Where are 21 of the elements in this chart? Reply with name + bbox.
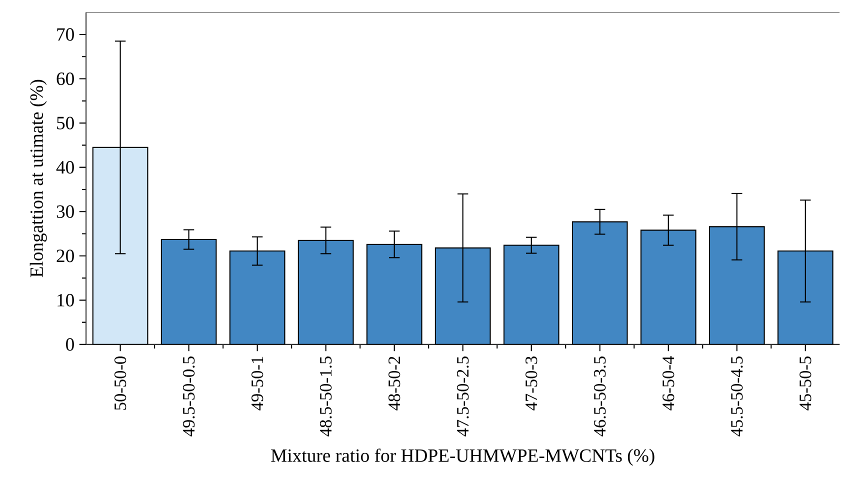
y-tick-label: 60 — [56, 72, 74, 86]
x-tick-label: 47-50-3 — [526, 356, 538, 411]
x-tick-label: 46-50-4 — [662, 356, 674, 411]
y-tick-label: 40 — [56, 161, 74, 174]
x-tick-label: 48-50-2 — [388, 357, 400, 411]
x-tick-label: 48.5-50-1.5 — [320, 356, 332, 437]
x-tick-label: 49.5-50-0.5 — [182, 356, 195, 437]
x-axis-title: Mixture ratio for HDPE-UHMWPE-MWCNTs (%) — [271, 448, 654, 466]
y-tick-label: 30 — [56, 206, 74, 218]
y-axis-title: Elongattion at utimate (%) — [30, 80, 47, 278]
y-tick-label: 20 — [56, 250, 74, 262]
y-tick-label: 70 — [57, 28, 74, 42]
x-tick-label: 46.5-50-3.5 — [594, 356, 606, 437]
x-tick-label: 50-50-0 — [114, 356, 126, 410]
x-tick-label: 45-50-5 — [800, 356, 812, 411]
x-tick-label: 47.5-50-2.5 — [456, 356, 469, 437]
x-tick-label: 45.5-50-4.5 — [731, 356, 743, 437]
y-tick-label: 50 — [57, 116, 74, 130]
y-tick-label: 10 — [58, 294, 74, 307]
y-tick-label: 0 — [66, 338, 74, 351]
x-tick-label: 49-50-1 — [251, 357, 264, 411]
